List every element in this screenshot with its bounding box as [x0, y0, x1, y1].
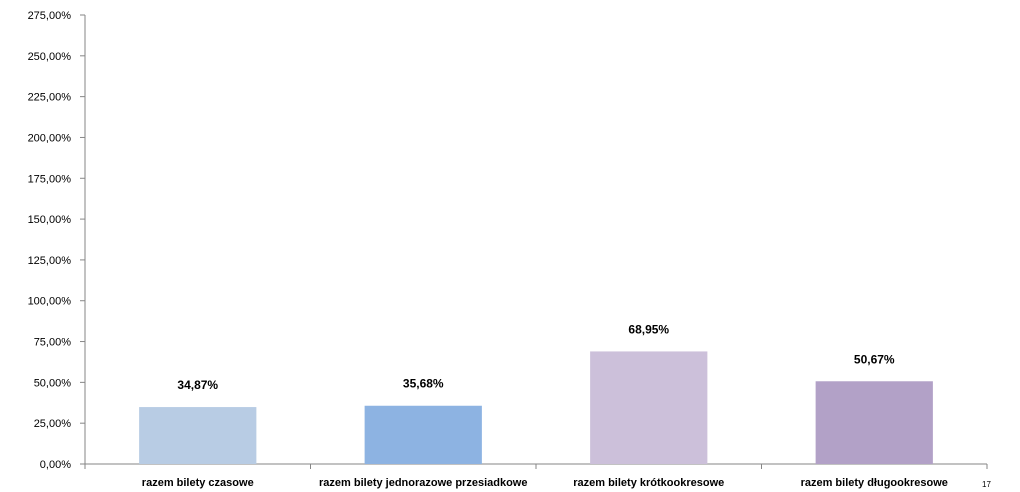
y-tick-label: 250,00% [28, 51, 72, 63]
y-tick-label: 275,00% [28, 10, 72, 22]
data-label: 34,87% [177, 378, 218, 392]
y-tick-label: 25,00% [34, 418, 72, 430]
bar [590, 351, 708, 464]
y-tick-label: 50,00% [34, 377, 72, 389]
data-label: 35,68% [403, 377, 444, 391]
data-label: 50,67% [854, 352, 895, 366]
bar [815, 381, 933, 464]
bar [139, 407, 257, 464]
y-tick-label: 225,00% [28, 92, 72, 104]
x-tick-label: razem bilety krótkookresowe [573, 477, 724, 489]
bars [139, 351, 933, 464]
y-tick-label: 175,00% [28, 173, 72, 185]
data-label: 68,95% [628, 322, 669, 336]
bar [364, 405, 482, 464]
x-tick-label: razem bilety czasowe [142, 477, 254, 489]
x-axis: razem bilety czasowe razem bilety jednora… [84, 463, 988, 489]
y-tick-label: 150,00% [28, 214, 72, 226]
y-tick-label: 125,00% [28, 255, 72, 267]
page-number: 17 [982, 480, 991, 489]
y-tick-label: 200,00% [28, 132, 72, 144]
y-tick-label: 100,00% [28, 296, 72, 308]
y-tick-label: 75,00% [34, 337, 72, 349]
x-tick-label: razem bilety długookresowe [801, 477, 948, 489]
data-labels: 34,87% 35,68% 68,95% 50,67% [177, 322, 895, 392]
x-tick-label: razem bilety jednorazowe przesiadkowe [319, 477, 527, 489]
y-axis: 0,00% 25,00% 50,00% 75,00% 100,00% 125,00% 150… [28, 10, 86, 471]
y-tick-label: 0,00% [40, 459, 71, 471]
